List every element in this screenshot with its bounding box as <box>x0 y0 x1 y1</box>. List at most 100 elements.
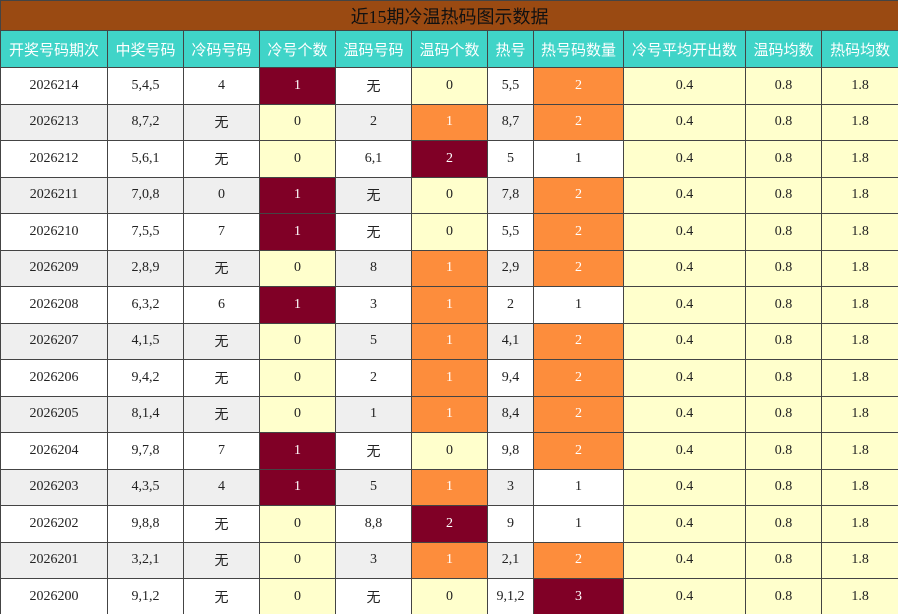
table-cell: 0.8 <box>745 468 822 506</box>
table-cell: 9 <box>487 505 534 543</box>
table-cell: 2026208 <box>0 286 108 324</box>
table-cell: 1 <box>259 213 336 251</box>
table-cell: 1.8 <box>820 432 898 470</box>
table-row: 2026203 4,3,5 4 1 5 1 3 1 0.4 0.8 1.8 <box>0 468 898 506</box>
table-cell: 1 <box>335 395 412 433</box>
table-cell: 0.8 <box>745 578 822 614</box>
table-cell: 1 <box>259 286 336 324</box>
table-cell: 0.4 <box>623 395 746 433</box>
table-cell: 2,1 <box>487 541 534 579</box>
table-cell: 1 <box>259 176 336 214</box>
table-cell: 0.4 <box>623 176 746 214</box>
table-cell: 4,3,5 <box>107 468 184 506</box>
table-cell: 1 <box>533 468 624 506</box>
table-cell: 4 <box>183 468 260 506</box>
table-cell: 0.8 <box>745 359 822 397</box>
table-cell: 无 <box>183 505 260 543</box>
table-cell: 0.8 <box>745 140 822 178</box>
table-cell: 0.4 <box>623 578 746 614</box>
table-cell: 无 <box>335 67 412 105</box>
table-cell: 1.8 <box>820 249 898 287</box>
table-cell: 0 <box>259 541 336 579</box>
table-cell: 无 <box>183 578 260 614</box>
table-cell: 8,1,4 <box>107 395 184 433</box>
table-cell: 无 <box>183 541 260 579</box>
table-cell: 0.8 <box>745 67 822 105</box>
table-cell: 3 <box>533 578 624 614</box>
table-cell: 7,0,8 <box>107 176 184 214</box>
table-cell: 0.8 <box>745 213 822 251</box>
table-row: 2026211 7,0,8 0 1 无 0 7,8 2 0.4 0.8 1.8 <box>0 176 898 214</box>
table-cell: 0 <box>259 103 336 141</box>
table-cell: 1 <box>259 432 336 470</box>
table-cell: 1 <box>259 468 336 506</box>
table-cell: 1.8 <box>820 213 898 251</box>
table-cell: 5 <box>487 140 534 178</box>
table-cell: 2 <box>487 286 534 324</box>
column-header: 冷号个数 <box>259 30 336 68</box>
table-cell: 1.8 <box>820 395 898 433</box>
table-cell: 0.4 <box>623 432 746 470</box>
table-cell: 0.4 <box>623 541 746 579</box>
table-cell: 0.4 <box>623 468 746 506</box>
table-cell: 8 <box>335 249 412 287</box>
table-cell: 2026200 <box>0 578 108 614</box>
column-header: 中奖号码 <box>107 30 184 68</box>
table-row: 2026213 8,7,2 无 0 2 1 8,7 2 0.4 0.8 1.8 <box>0 103 898 141</box>
table-cell: 3 <box>487 468 534 506</box>
table-cell: 1.8 <box>820 541 898 579</box>
table-cell: 0.8 <box>745 541 822 579</box>
table-cell: 4,1,5 <box>107 322 184 360</box>
table-cell: 0 <box>259 505 336 543</box>
table-cell: 0 <box>259 578 336 614</box>
table-cell: 1.8 <box>820 322 898 360</box>
table-cell: 1 <box>411 286 488 324</box>
table-cell: 5,5 <box>487 67 534 105</box>
table-cell: 0.4 <box>623 505 746 543</box>
table-row: 2026207 4,1,5 无 0 5 1 4,1 2 0.4 0.8 1.8 <box>0 322 898 360</box>
table-cell: 0.8 <box>745 249 822 287</box>
table-cell: 0.4 <box>623 322 746 360</box>
table-cell: 0.4 <box>623 359 746 397</box>
table-cell: 2026207 <box>0 322 108 360</box>
table-cell: 0.4 <box>623 103 746 141</box>
column-header: 温码均数 <box>745 30 822 68</box>
table-cell: 1.8 <box>820 176 898 214</box>
table-cell: 1.8 <box>820 140 898 178</box>
table-cell: 2 <box>533 67 624 105</box>
table-body: 2026214 5,4,5 4 1 无 0 5,5 2 0.4 0.8 1.8 2026213 8,7,… <box>0 67 898 614</box>
table-cell: 0 <box>259 140 336 178</box>
table-cell: 0.8 <box>745 505 822 543</box>
table-cell: 1 <box>411 359 488 397</box>
table-row: 2026206 9,4,2 无 0 2 1 9,4 2 0.4 0.8 1.8 <box>0 359 898 397</box>
table-cell: 0.4 <box>623 213 746 251</box>
table-cell: 4,1 <box>487 322 534 360</box>
table-cell: 7,8 <box>487 176 534 214</box>
table-row: 2026204 9,7,8 7 1 无 0 9,8 2 0.4 0.8 1.8 <box>0 432 898 470</box>
table-cell: 无 <box>183 103 260 141</box>
table-cell: 1 <box>259 67 336 105</box>
table-cell: 3 <box>335 286 412 324</box>
column-header: 热号码数量 <box>533 30 624 68</box>
table-cell: 无 <box>335 578 412 614</box>
table-cell: 2 <box>335 103 412 141</box>
column-header: 开奖号码期次 <box>0 30 108 68</box>
table-cell: 2 <box>533 103 624 141</box>
table-cell: 0.8 <box>745 103 822 141</box>
table-cell: 9,1,2 <box>487 578 534 614</box>
table-cell: 2026210 <box>0 213 108 251</box>
table-cell: 9,4 <box>487 359 534 397</box>
table-cell: 0 <box>411 578 488 614</box>
table-cell: 9,7,8 <box>107 432 184 470</box>
table-cell: 0 <box>259 322 336 360</box>
table-cell: 2 <box>411 140 488 178</box>
table-cell: 2 <box>335 359 412 397</box>
table-cell: 0.8 <box>745 395 822 433</box>
table-cell: 0.8 <box>745 176 822 214</box>
table-cell: 7,5,5 <box>107 213 184 251</box>
table-cell: 2 <box>533 176 624 214</box>
table-cell: 2 <box>533 213 624 251</box>
table-cell: 0.4 <box>623 249 746 287</box>
table-cell: 1.8 <box>820 67 898 105</box>
table-cell: 2 <box>411 505 488 543</box>
